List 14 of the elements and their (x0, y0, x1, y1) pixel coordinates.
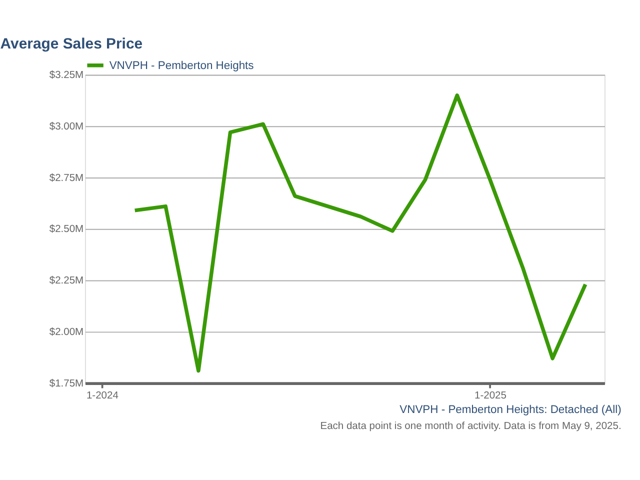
text: Each data point is one month of activity. Data is from May 9, 2025. (320, 420, 622, 432)
y-tick-label: $2.00M (49, 326, 84, 338)
y-tick-label: $2.75M (49, 172, 84, 184)
text: VNVPH - Pemberton Heights: Detached (All) (400, 404, 622, 416)
y-tick-label: $1.75M (49, 378, 84, 390)
x-tick-label: 1-2024 (86, 390, 119, 402)
y-tick-label: $3.00M (49, 121, 84, 132)
y-tick-label: $2.50M (49, 224, 84, 236)
line-series (132, 93, 588, 373)
y-tick-label: $3.25M (49, 70, 84, 82)
x-tick-label: 1-2025 (474, 390, 507, 402)
chart-title: Average Sales Price (0, 36, 143, 53)
legend-label: VNVPH - Pemberton Heights (109, 60, 254, 72)
y-tick-label: $2.25M (49, 276, 84, 287)
